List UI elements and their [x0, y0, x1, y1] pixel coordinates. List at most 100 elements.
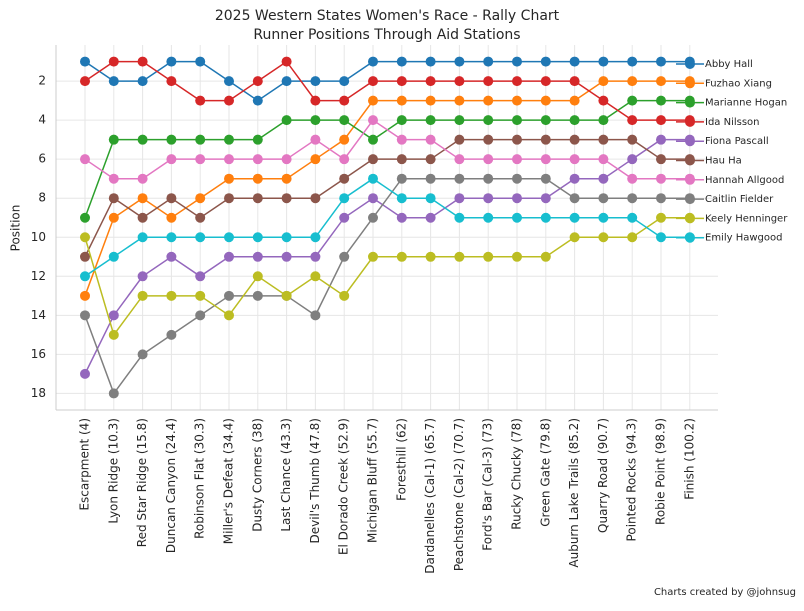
- point: [224, 251, 234, 262]
- point: [656, 193, 666, 204]
- point: [454, 212, 465, 223]
- y-tick-label: 14: [31, 308, 46, 322]
- point: [425, 95, 436, 106]
- point: [368, 193, 378, 204]
- point: [195, 95, 206, 106]
- point: [569, 134, 580, 145]
- point: [425, 76, 436, 87]
- point: [598, 193, 609, 204]
- point: [483, 134, 494, 145]
- point: [224, 290, 234, 301]
- point: [512, 212, 522, 223]
- point: [108, 56, 119, 67]
- point: [195, 56, 206, 67]
- x-tick-label: Robinson Flat (30.3): [193, 418, 207, 539]
- point: [656, 134, 666, 145]
- point: [569, 193, 580, 204]
- point: [396, 134, 407, 145]
- point: [224, 193, 234, 204]
- point: [166, 154, 177, 165]
- x-tick-label: Robie Point (98.9): [654, 418, 668, 525]
- series-line: [84, 60, 690, 102]
- point: [598, 56, 609, 67]
- legend-marker: [685, 174, 695, 185]
- point: [368, 76, 378, 87]
- x-tick-label: Quarry Road (90.7): [596, 418, 610, 533]
- point: [540, 76, 551, 87]
- point: [540, 56, 551, 67]
- y-axis-label: Position: [9, 205, 23, 252]
- point: [310, 95, 321, 106]
- point: [339, 173, 350, 184]
- point: [108, 310, 119, 321]
- legend-marker: [685, 155, 695, 166]
- point: [454, 251, 465, 262]
- chart-title: 2025 Western States Women's Race - Rally…: [215, 8, 560, 24]
- legend-marker: [685, 136, 695, 147]
- point: [80, 251, 90, 262]
- point: [108, 251, 119, 262]
- x-tick-label: Foresthill (62): [394, 418, 408, 501]
- point: [108, 193, 119, 204]
- point: [166, 212, 177, 223]
- point: [512, 251, 522, 262]
- point: [281, 173, 292, 184]
- point: [281, 56, 292, 67]
- x-tick-label: Duncan Canyon (24.4): [164, 418, 178, 553]
- point: [627, 193, 638, 204]
- legend-marker: [685, 194, 695, 205]
- x-tick-label: Ford's Bar (Cal-3) (73): [481, 418, 495, 551]
- point: [224, 310, 234, 321]
- point: [396, 251, 407, 262]
- point: [310, 134, 321, 145]
- point: [310, 154, 321, 165]
- point: [137, 56, 148, 67]
- x-tick-label: Pointed Rocks (94.3): [625, 418, 639, 541]
- point: [512, 193, 522, 204]
- point: [252, 95, 263, 106]
- legend-marker: [685, 97, 695, 108]
- point: [281, 232, 292, 243]
- point: [137, 173, 148, 184]
- point: [656, 115, 666, 126]
- point: [569, 76, 580, 87]
- point: [339, 134, 350, 145]
- point: [339, 251, 350, 262]
- point: [483, 173, 494, 184]
- point: [540, 115, 551, 126]
- point: [512, 134, 522, 145]
- point: [627, 56, 638, 67]
- legend-label: Abby Hall: [705, 59, 753, 70]
- point: [540, 95, 551, 106]
- point: [483, 212, 494, 223]
- point: [339, 193, 350, 204]
- point: [166, 56, 177, 67]
- point: [656, 56, 666, 67]
- point: [80, 76, 90, 87]
- x-tick-label: Michigan Bluff (55.7): [366, 418, 380, 543]
- point: [281, 251, 292, 262]
- legend-label: Fuzhao Xiang: [705, 78, 772, 89]
- y-tick-label: 2: [38, 74, 46, 88]
- point: [80, 368, 90, 379]
- point: [540, 193, 551, 204]
- point: [569, 115, 580, 126]
- x-tick-label: Lyon Ridge (10.3): [106, 418, 120, 524]
- point: [512, 56, 522, 67]
- point: [339, 95, 350, 106]
- point: [425, 134, 436, 145]
- point: [368, 154, 378, 165]
- y-tick-label: 12: [31, 269, 46, 283]
- point: [137, 271, 148, 282]
- x-tick-label: Red Star Ridge (15.8): [135, 418, 149, 547]
- y-tick-label: 4: [38, 113, 46, 127]
- x-tick-label: Auburn Lake Trails (85.2): [567, 418, 581, 568]
- x-tick-label: Rucky Chucky (78): [510, 418, 524, 530]
- point: [368, 251, 378, 262]
- point: [310, 310, 321, 321]
- point: [368, 115, 378, 126]
- point: [598, 134, 609, 145]
- point: [569, 212, 580, 223]
- x-tick-label: Peachstone (Cal-2) (70.7): [452, 418, 466, 571]
- point: [512, 76, 522, 87]
